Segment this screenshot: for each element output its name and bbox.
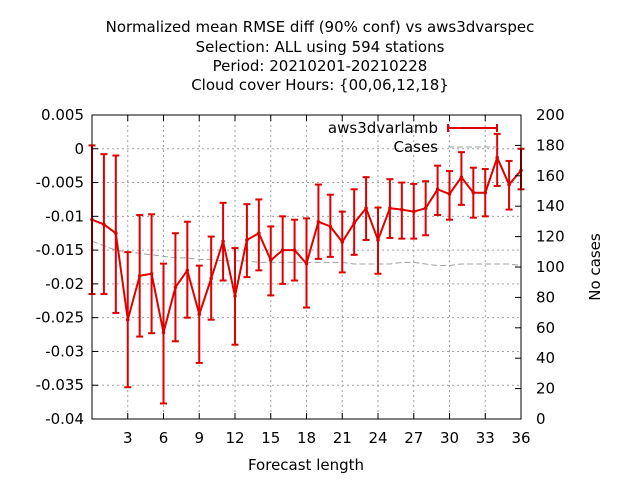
x-tick-label: 33 — [476, 429, 495, 447]
data-point — [125, 317, 130, 322]
data-point — [447, 192, 452, 196]
data-point — [435, 187, 440, 192]
x-tick-label: 15 — [261, 429, 280, 447]
x-axis-label: Forecast length — [248, 456, 364, 474]
data-point — [268, 258, 273, 263]
data-point — [376, 238, 380, 242]
title-line-3: Period: 20210201-20210228 — [213, 57, 428, 75]
y2-tick-label: 180 — [536, 136, 565, 154]
data-point — [233, 294, 237, 298]
y2-axis-label: No cases — [586, 233, 604, 301]
y-tick-label: -0.04 — [45, 410, 84, 428]
y2-tick-label: 100 — [536, 258, 565, 276]
data-point — [197, 312, 202, 317]
data-point — [304, 261, 309, 266]
data-point — [245, 238, 249, 242]
y2-tick-label: 40 — [536, 349, 555, 367]
x-tick-label: 3 — [123, 429, 133, 447]
data-point — [352, 221, 356, 225]
legend-label-cases: Cases — [393, 138, 438, 156]
data-point — [102, 222, 106, 227]
y-tick-label: -0.01 — [45, 207, 84, 225]
data-point — [471, 190, 476, 195]
title-line-4: Cloud cover Hours: {00,06,12,18} — [191, 76, 449, 94]
data-point — [316, 219, 321, 224]
x-tick-label: 12 — [225, 429, 244, 447]
data-point — [161, 330, 166, 335]
y2-tick-label: 160 — [536, 167, 565, 185]
data-point — [137, 273, 142, 278]
data-point — [507, 182, 511, 187]
legend-swatch-aws3dvarlamb — [447, 124, 498, 132]
x-tick-label: 27 — [404, 429, 423, 447]
y-tick-label: -0.015 — [36, 241, 84, 259]
y2-tick-label: 80 — [536, 288, 555, 306]
data-point — [364, 206, 368, 211]
y-tick-label: -0.005 — [36, 174, 84, 192]
data-point — [280, 248, 285, 252]
legend-label-aws3dvarlamb: aws3dvarlamb — [328, 119, 438, 137]
data-point — [185, 268, 190, 273]
data-point — [388, 206, 392, 211]
x-tick-label: 18 — [297, 429, 316, 447]
title-line-1: Normalized mean RMSE diff (90% conf) vs … — [106, 18, 535, 36]
title-line-2: Selection: ALL using 594 stations — [196, 38, 445, 56]
data-point — [149, 271, 154, 276]
y-tick-labels: 0.005 0 -0.005 -0.01 -0.015 -0.02 -0.025 -0.03 -… — [36, 106, 84, 428]
y2-tick-label: 0 — [536, 410, 546, 428]
legend: aws3dvarlamb Cases — [328, 119, 498, 156]
data-point — [209, 276, 213, 281]
data-point — [257, 231, 261, 236]
y-tick-label: -0.025 — [36, 309, 84, 327]
y2-tick-label: 140 — [536, 197, 565, 215]
data-point — [495, 155, 499, 160]
data-point — [483, 190, 488, 195]
aws3dvarlamb-series — [88, 132, 525, 405]
data-point — [423, 206, 428, 211]
x-tick-label: 36 — [511, 429, 530, 447]
y2-tick-label: 20 — [536, 380, 555, 398]
data-point — [292, 248, 297, 252]
y2-tick-label: 120 — [536, 228, 565, 246]
y-tick-label: 0.005 — [41, 106, 84, 124]
data-point — [173, 285, 178, 290]
y2-tick-label: 60 — [536, 319, 555, 337]
y-tick-label: 0 — [74, 140, 84, 158]
chart-title: Normalized mean RMSE diff (90% conf) vs … — [106, 18, 535, 94]
y-tick-label: -0.03 — [45, 342, 84, 360]
axis-ticks — [92, 114, 522, 420]
data-point — [221, 239, 225, 244]
data-point — [340, 240, 345, 244]
x-tick-label: 24 — [368, 429, 387, 447]
y2-tick-label: 200 — [536, 106, 565, 124]
x-tick-label: 21 — [333, 429, 352, 447]
y-tick-label: -0.035 — [36, 376, 84, 394]
data-point — [328, 224, 333, 229]
x-tick-label: 30 — [440, 429, 459, 447]
x-tick-label: 6 — [159, 429, 169, 447]
data-point — [411, 209, 416, 214]
data-point — [459, 175, 464, 179]
x-tick-label: 9 — [194, 429, 204, 447]
x-tick-labels: 3 6 9 12 15 18 21 24 27 30 33 36 — [123, 429, 531, 447]
data-point — [114, 231, 118, 236]
y-tick-label: -0.02 — [45, 275, 84, 293]
data-point — [400, 207, 404, 212]
